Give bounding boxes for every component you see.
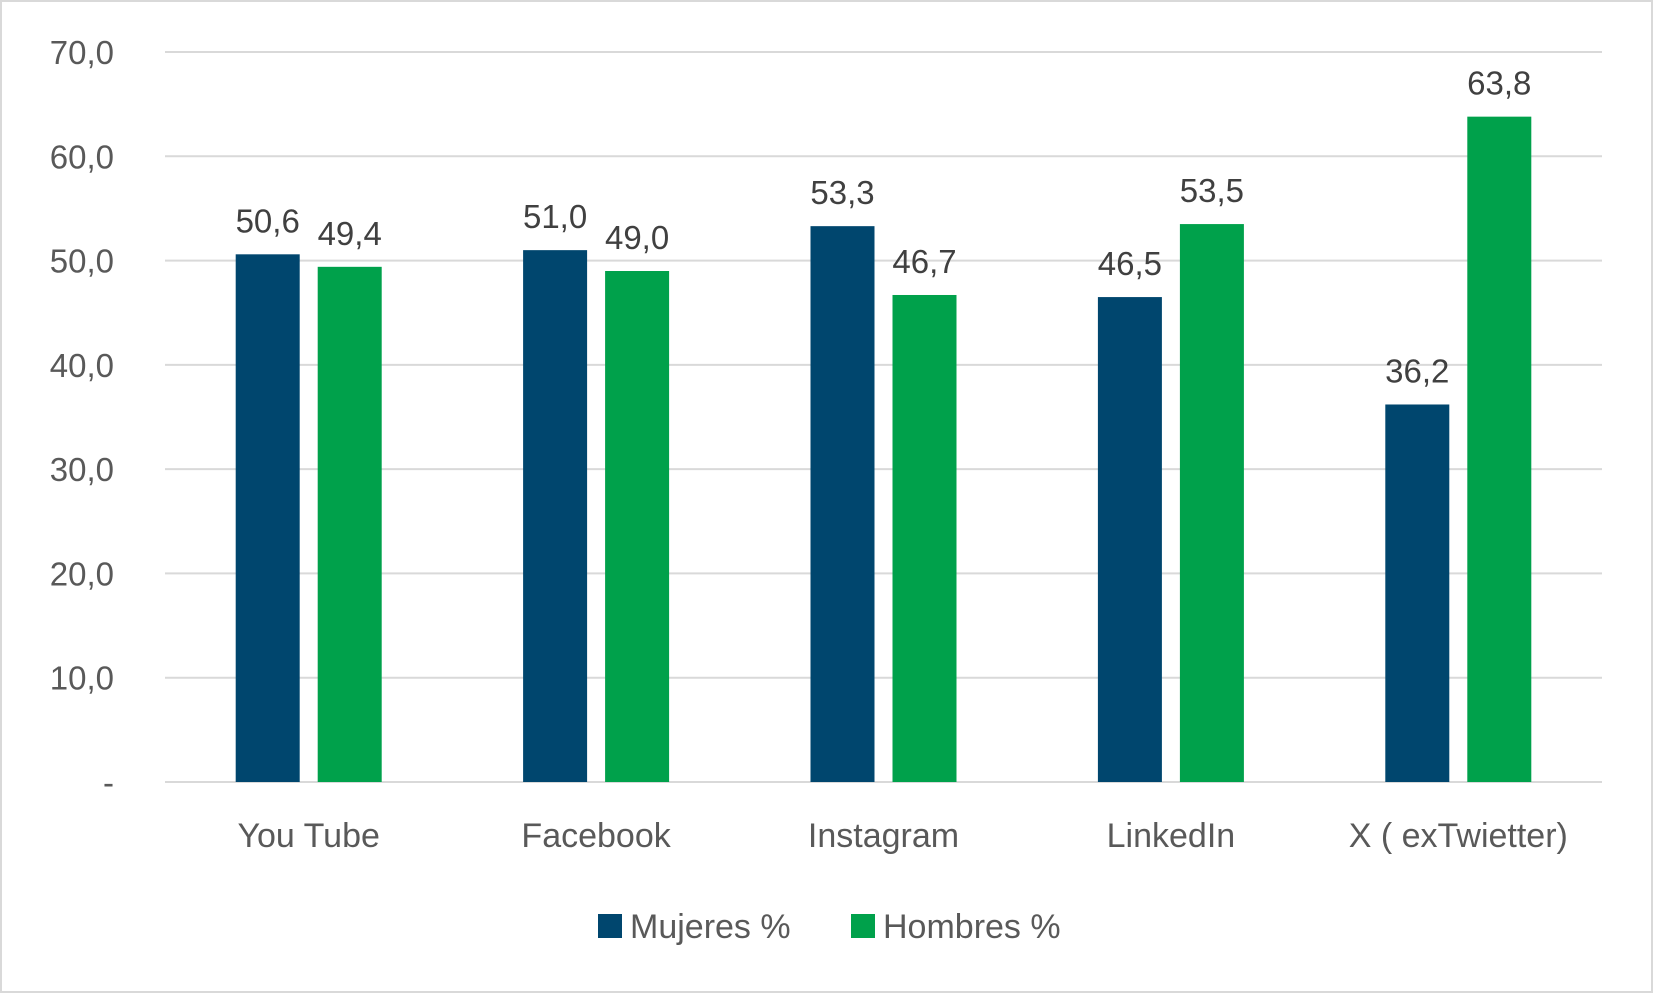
category-label: LinkedIn (1107, 817, 1236, 855)
bars (235, 116, 1532, 783)
data-label: 53,5 (1180, 172, 1244, 209)
category-label: Facebook (521, 817, 671, 855)
x-axis-categories: You Tube Facebook Instagram LinkedIn X ( exT… (237, 817, 1567, 855)
bar-mujeres (1385, 404, 1450, 782)
y-tick-label: 40,0 (50, 347, 114, 384)
data-label: 49,0 (605, 219, 669, 256)
legend-swatch (598, 914, 622, 938)
legend: Mujeres % Hombres % (598, 908, 1061, 946)
bar-hombres (317, 266, 382, 782)
bar-hombres (1467, 116, 1532, 782)
data-label: 49,4 (318, 215, 382, 252)
gridlines (165, 51, 1602, 783)
y-tick-label: 30,0 (50, 451, 114, 488)
data-label: 53,3 (810, 174, 874, 211)
y-tick-label: - (103, 764, 114, 801)
category-label: Instagram (808, 817, 959, 855)
bar-mujeres (235, 254, 300, 783)
data-labels: 50,6 49,4 51,0 49,0 53,3 46,7 46,5 53,5 36,2 63,8 (236, 65, 1532, 390)
y-tick-label: 70,0 (50, 34, 114, 71)
bar-mujeres (523, 250, 588, 783)
y-tick-label: 20,0 (50, 555, 114, 592)
data-label: 36,2 (1385, 352, 1449, 389)
legend-swatch (851, 914, 875, 938)
category-label: X ( exTwietter) (1349, 817, 1568, 855)
data-label: 63,8 (1467, 65, 1531, 102)
legend-label: Hombres % (883, 908, 1061, 946)
y-tick-label: 60,0 (50, 138, 114, 175)
category-label: You Tube (237, 817, 379, 855)
legend-label: Mujeres % (630, 908, 791, 946)
data-label: 46,5 (1098, 245, 1162, 282)
bar-hombres (1179, 224, 1244, 783)
data-label: 46,7 (892, 243, 956, 280)
bar-hombres (605, 271, 670, 782)
bar-mujeres (810, 226, 875, 782)
y-axis-ticks: - 10,0 20,0 30,0 40,0 50,0 60,0 70,0 (50, 34, 114, 801)
data-label: 50,6 (236, 202, 300, 239)
bar-mujeres (1097, 297, 1162, 782)
bar-hombres (892, 294, 957, 782)
data-label: 51,0 (523, 198, 587, 235)
y-tick-label: 10,0 (50, 660, 114, 697)
y-tick-label: 50,0 (50, 243, 114, 280)
